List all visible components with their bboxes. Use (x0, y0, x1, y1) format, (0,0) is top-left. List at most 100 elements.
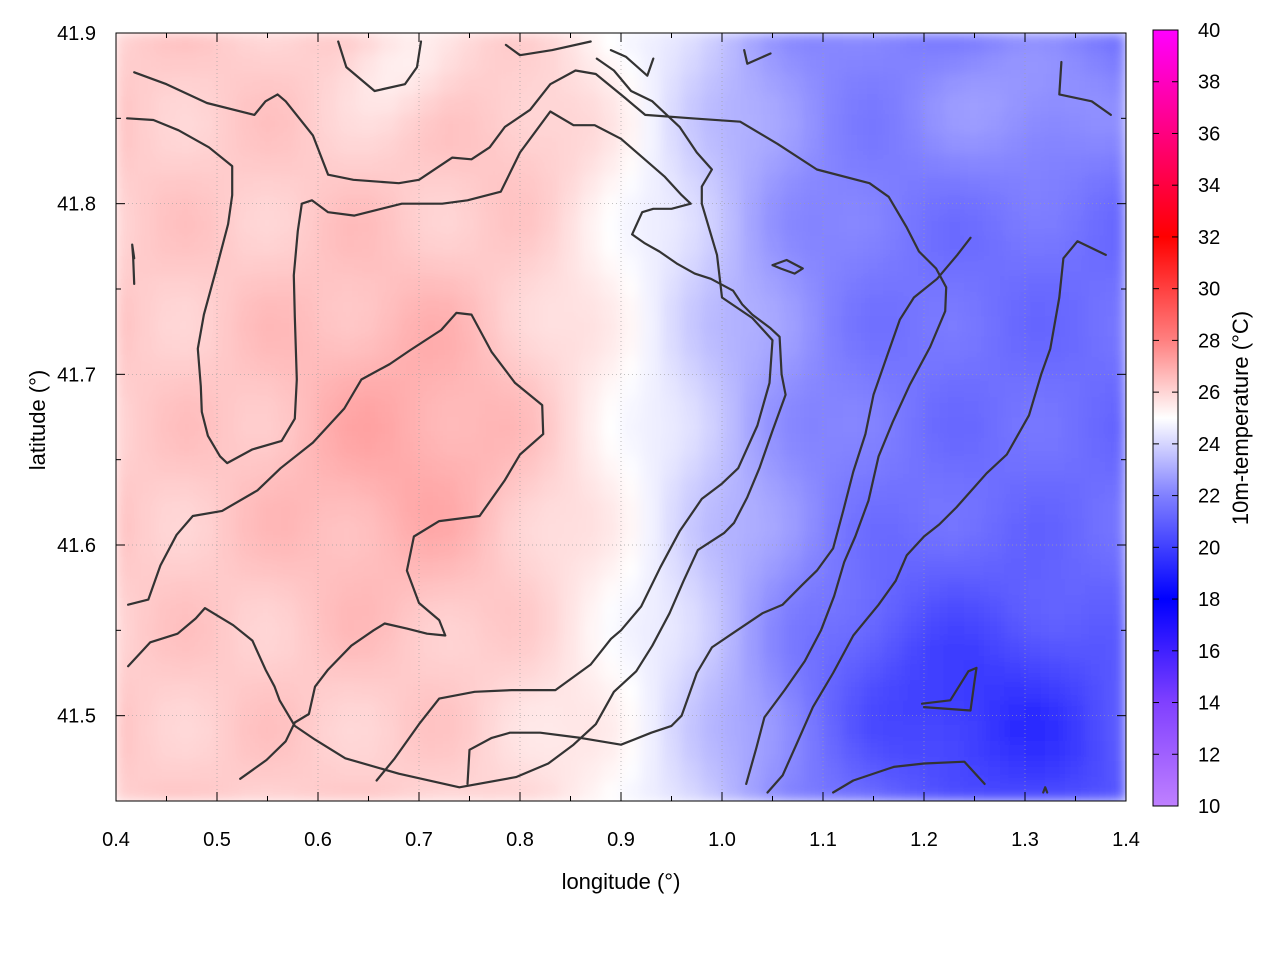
heatmap-cell (883, 760, 905, 782)
heatmap-cell (1024, 335, 1046, 357)
heatmap-cell (458, 699, 481, 721)
heatmap-cell (1064, 355, 1087, 378)
heatmap-cell (580, 295, 602, 317)
heatmap-cell (1004, 477, 1026, 499)
heatmap-cell (418, 93, 440, 115)
heatmap-cell (701, 214, 723, 236)
heatmap-cell (620, 214, 642, 236)
heatmap-cell (1085, 497, 1107, 519)
heatmap-cell (721, 335, 743, 357)
heatmap-cell (701, 598, 723, 620)
heatmap-cell (398, 456, 420, 479)
heatmap-cell (640, 376, 662, 398)
heatmap-cell (1105, 537, 1126, 559)
heatmap-cell (640, 335, 662, 357)
heatmap-cell (135, 295, 157, 317)
heatmap-cell (216, 537, 238, 559)
heatmap-cell (499, 52, 521, 74)
heatmap-cell (216, 194, 238, 216)
heatmap-cell (256, 335, 279, 357)
heatmap-cell (600, 133, 622, 155)
heatmap-cell (903, 376, 925, 398)
heatmap-cell (519, 598, 541, 620)
heatmap-cell (479, 517, 501, 539)
heatmap-cell (741, 436, 763, 458)
contour-line (1058, 60, 1112, 116)
x-tick-label: 1.4 (1112, 829, 1140, 851)
heatmap-cell (721, 315, 743, 337)
heatmap-cell (1085, 416, 1107, 438)
heatmap-cell (357, 33, 380, 54)
heatmap-cell (1064, 295, 1087, 317)
heatmap-cell (761, 638, 784, 661)
heatmap-cell (378, 537, 400, 559)
heatmap-cell (458, 456, 481, 479)
heatmap-cell (1105, 497, 1126, 519)
heatmap-cell (256, 517, 279, 539)
heatmap-cell (822, 396, 844, 418)
heatmap-cell (923, 618, 945, 640)
heatmap-cell (984, 699, 1006, 721)
heatmap-cell (701, 497, 723, 519)
heatmap-cell (1044, 659, 1066, 681)
heatmap-cell (1064, 153, 1087, 175)
heatmap-cell (236, 578, 258, 600)
heatmap-cell (499, 760, 521, 782)
heatmap-cell (519, 739, 541, 762)
heatmap-cell (499, 477, 521, 499)
heatmap-cell (1004, 315, 1026, 337)
heatmap-cell (116, 93, 137, 115)
heatmap-cell (236, 679, 258, 701)
heatmap-cell (984, 517, 1006, 539)
heatmap-cell (1085, 517, 1107, 539)
heatmap-cell (1064, 52, 1087, 74)
heatmap-cell (660, 315, 683, 337)
heatmap-cell (216, 780, 238, 801)
heatmap-cell (357, 396, 380, 418)
heatmap-cell (761, 214, 784, 236)
heatmap-cell (1085, 133, 1107, 155)
heatmap-cell (984, 52, 1006, 74)
heatmap-cell (741, 133, 763, 155)
heatmap-cell (761, 93, 784, 115)
heatmap-cell (600, 72, 622, 95)
heatmap-cell (721, 679, 743, 701)
heatmap-cell (479, 598, 501, 620)
heatmap-cell (1085, 33, 1107, 54)
heatmap-cell (782, 618, 804, 640)
heatmap-cell (600, 376, 622, 398)
heatmap-cell (741, 214, 763, 236)
heatmap-cell (539, 396, 561, 418)
heatmap-cell (620, 153, 642, 175)
heatmap-cell (116, 355, 137, 378)
heatmap-cell (620, 133, 642, 155)
heatmap-cell (782, 659, 804, 681)
heatmap-cell (216, 719, 238, 741)
heatmap-cell (923, 214, 945, 236)
heatmap-cell (1085, 598, 1107, 620)
heatmap-cell (216, 578, 238, 600)
heatmap-cell (842, 760, 864, 782)
heatmap-cell (418, 52, 440, 74)
heatmap-cell (216, 376, 238, 398)
heatmap-cell (782, 173, 804, 196)
contour-line (766, 240, 1107, 794)
heatmap-cell (1004, 659, 1026, 681)
heatmap-cell (418, 355, 440, 378)
heatmap-cell (681, 33, 703, 54)
heatmap-cell (681, 153, 703, 175)
heatmap-cell (297, 699, 319, 721)
heatmap-cell (842, 517, 864, 539)
heatmap-cell (357, 254, 380, 277)
heatmap-cell (1105, 659, 1126, 681)
heatmap-cell (458, 234, 481, 256)
heatmap-cell (802, 52, 824, 74)
heatmap-cell (822, 93, 844, 115)
axis-ticks: 0.4 0.5 0.6 0.7 0.8 0.9 1.0 1.1 1.2 1.3 1.441.541.… (57, 23, 1140, 851)
heatmap-cell (862, 72, 885, 95)
heatmap-cell (116, 477, 137, 499)
heatmap-cell (701, 416, 723, 438)
heatmap-cell (741, 679, 763, 701)
heatmap-cell (1024, 699, 1046, 721)
heatmap-cell (438, 214, 460, 236)
